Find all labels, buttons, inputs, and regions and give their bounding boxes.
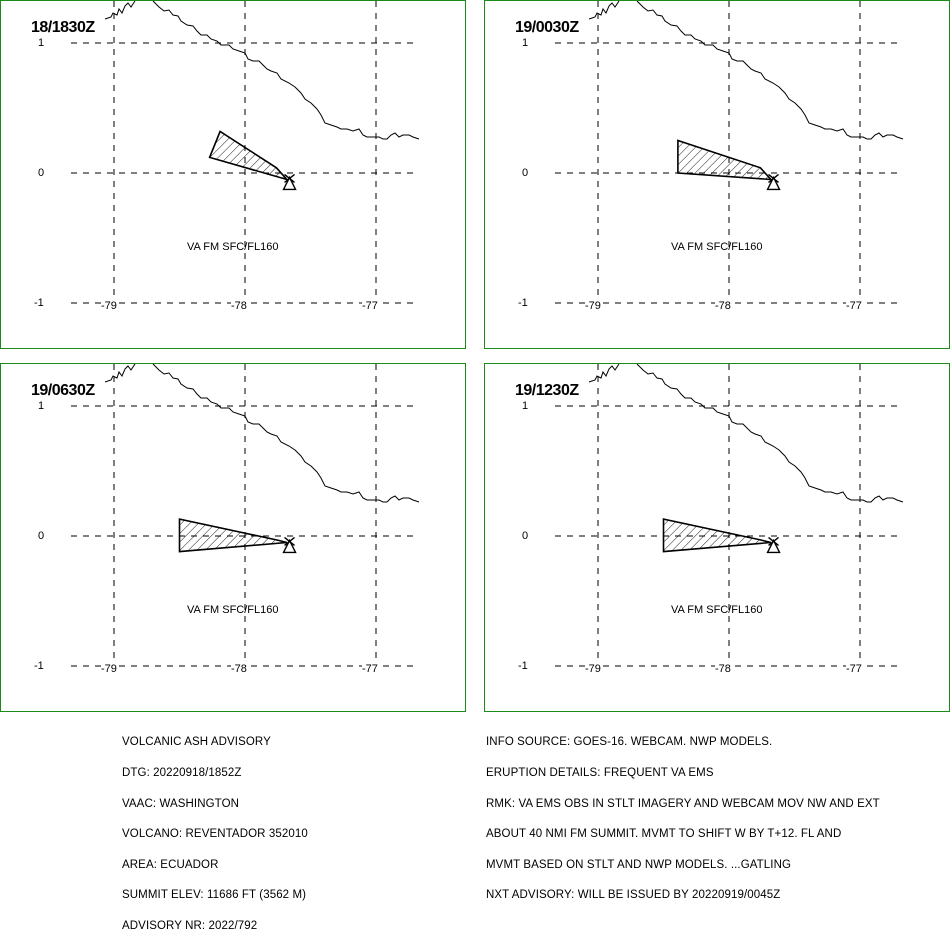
panel-time: 19/1230Z xyxy=(515,382,579,400)
lon-tick: -77 xyxy=(846,300,862,312)
lon-tick: -79 xyxy=(585,663,601,675)
lat-tick: 0 xyxy=(522,530,529,542)
flight-level-label: VA FM SFC/FL160 xyxy=(187,604,279,616)
panel-time: 18/1830Z xyxy=(31,19,95,37)
advisory-line: VOLCANIC ASH ADVISORY xyxy=(122,736,271,749)
lat-tick: -1 xyxy=(518,297,528,309)
ash-cloud-polygon xyxy=(677,139,773,181)
lat-tick: -1 xyxy=(34,297,44,309)
ash-cloud-polygon xyxy=(662,518,772,553)
advisory-line: SUMMIT ELEV: 11686 FT (3562 M) xyxy=(122,889,307,902)
forecast-panel: 19/1230Z VA FM SFC/FL160 1 0 -1 -79 -78 … xyxy=(484,363,950,712)
coastline xyxy=(588,1,904,140)
lat-tick: 1 xyxy=(522,37,529,49)
lat-tick: -1 xyxy=(518,660,528,672)
lat-tick: 0 xyxy=(522,167,529,179)
ash-cloud-polygon xyxy=(208,130,290,182)
lat-lon-grid xyxy=(555,364,903,674)
lat-lon-grid xyxy=(71,364,419,674)
lat-tick: 0 xyxy=(38,530,45,542)
lon-tick: -79 xyxy=(585,300,601,312)
flight-level-label: VA FM SFC/FL160 xyxy=(187,241,279,253)
lat-lon-grid xyxy=(555,1,903,311)
advisory-line: ERUPTION DETAILS: FREQUENT VA EMS xyxy=(486,767,714,779)
advisory-line: AREA: ECUADOR xyxy=(122,858,219,871)
lat-tick: 0 xyxy=(38,167,45,179)
lon-tick: -78 xyxy=(231,300,247,312)
ash-map xyxy=(555,1,904,311)
volcano-icon xyxy=(766,173,781,191)
lat-tick: 1 xyxy=(38,37,45,49)
advisory-line: RMK: VA EMS OBS IN STLT IMAGERY AND WEBC… xyxy=(486,797,880,810)
volcano-icon xyxy=(282,536,297,554)
ash-cloud-polygon xyxy=(178,518,288,553)
ash-map xyxy=(71,1,420,311)
volcano-icon xyxy=(766,536,781,554)
forecast-panel: 19/0030Z VA FM SFC/FL160 1 0 -1 -79 -78 … xyxy=(484,0,950,349)
advisory-remarks-text: INFO SOURCE: GOES-16. WEBCAM. NWP MODELS… xyxy=(486,717,880,911)
advisory-line: ABOUT 40 NMI FM SUMMIT. MVMT TO SHIFT W … xyxy=(486,828,842,841)
panel-time: 19/0630Z xyxy=(31,382,95,400)
coastline xyxy=(588,364,904,503)
advisory-line: NXT ADVISORY: WILL BE ISSUED BY 20220919… xyxy=(486,889,781,902)
coastline xyxy=(104,364,420,503)
lon-tick: -79 xyxy=(101,663,117,675)
lon-tick: -78 xyxy=(231,663,247,675)
advisory-line: VOLCANO: REVENTADOR 352010 xyxy=(122,828,308,841)
volcano-icon xyxy=(282,173,297,191)
coastline xyxy=(104,1,420,140)
lon-tick: -78 xyxy=(715,663,731,675)
forecast-panel: 19/0630Z VA FM SFC/FL160 1 0 -1 -79 -78 … xyxy=(0,363,466,712)
advisory-line: VAAC: WASHINGTON xyxy=(122,797,240,810)
ash-map xyxy=(71,364,420,674)
lon-tick: -77 xyxy=(362,663,378,675)
lat-tick: 1 xyxy=(38,400,45,412)
advisory-line: INFO SOURCE: GOES-16. WEBCAM. NWP MODELS… xyxy=(486,736,773,749)
advisory-line: DTG: 20220918/1852Z xyxy=(122,767,242,779)
ash-map xyxy=(555,364,904,674)
advisory-header-text: VOLCANIC ASH ADVISORY DTG: 20220918/1852… xyxy=(122,717,308,941)
flight-level-label: VA FM SFC/FL160 xyxy=(671,604,763,616)
lat-tick: -1 xyxy=(34,660,44,672)
lon-tick: -77 xyxy=(846,663,862,675)
panel-time: 19/0030Z xyxy=(515,19,579,37)
lon-tick: -79 xyxy=(101,300,117,312)
lon-tick: -78 xyxy=(715,300,731,312)
advisory-line: MVMT BASED ON STLT AND NWP MODELS. ...GA… xyxy=(486,858,792,871)
flight-level-label: VA FM SFC/FL160 xyxy=(671,241,763,253)
advisory-line: ADVISORY NR: 2022/792 xyxy=(122,919,258,932)
lat-tick: 1 xyxy=(522,400,529,412)
forecast-panel: 18/1830Z VA FM SFC/FL160 1 0 -1 -79 -78 … xyxy=(0,0,466,349)
lon-tick: -77 xyxy=(362,300,378,312)
